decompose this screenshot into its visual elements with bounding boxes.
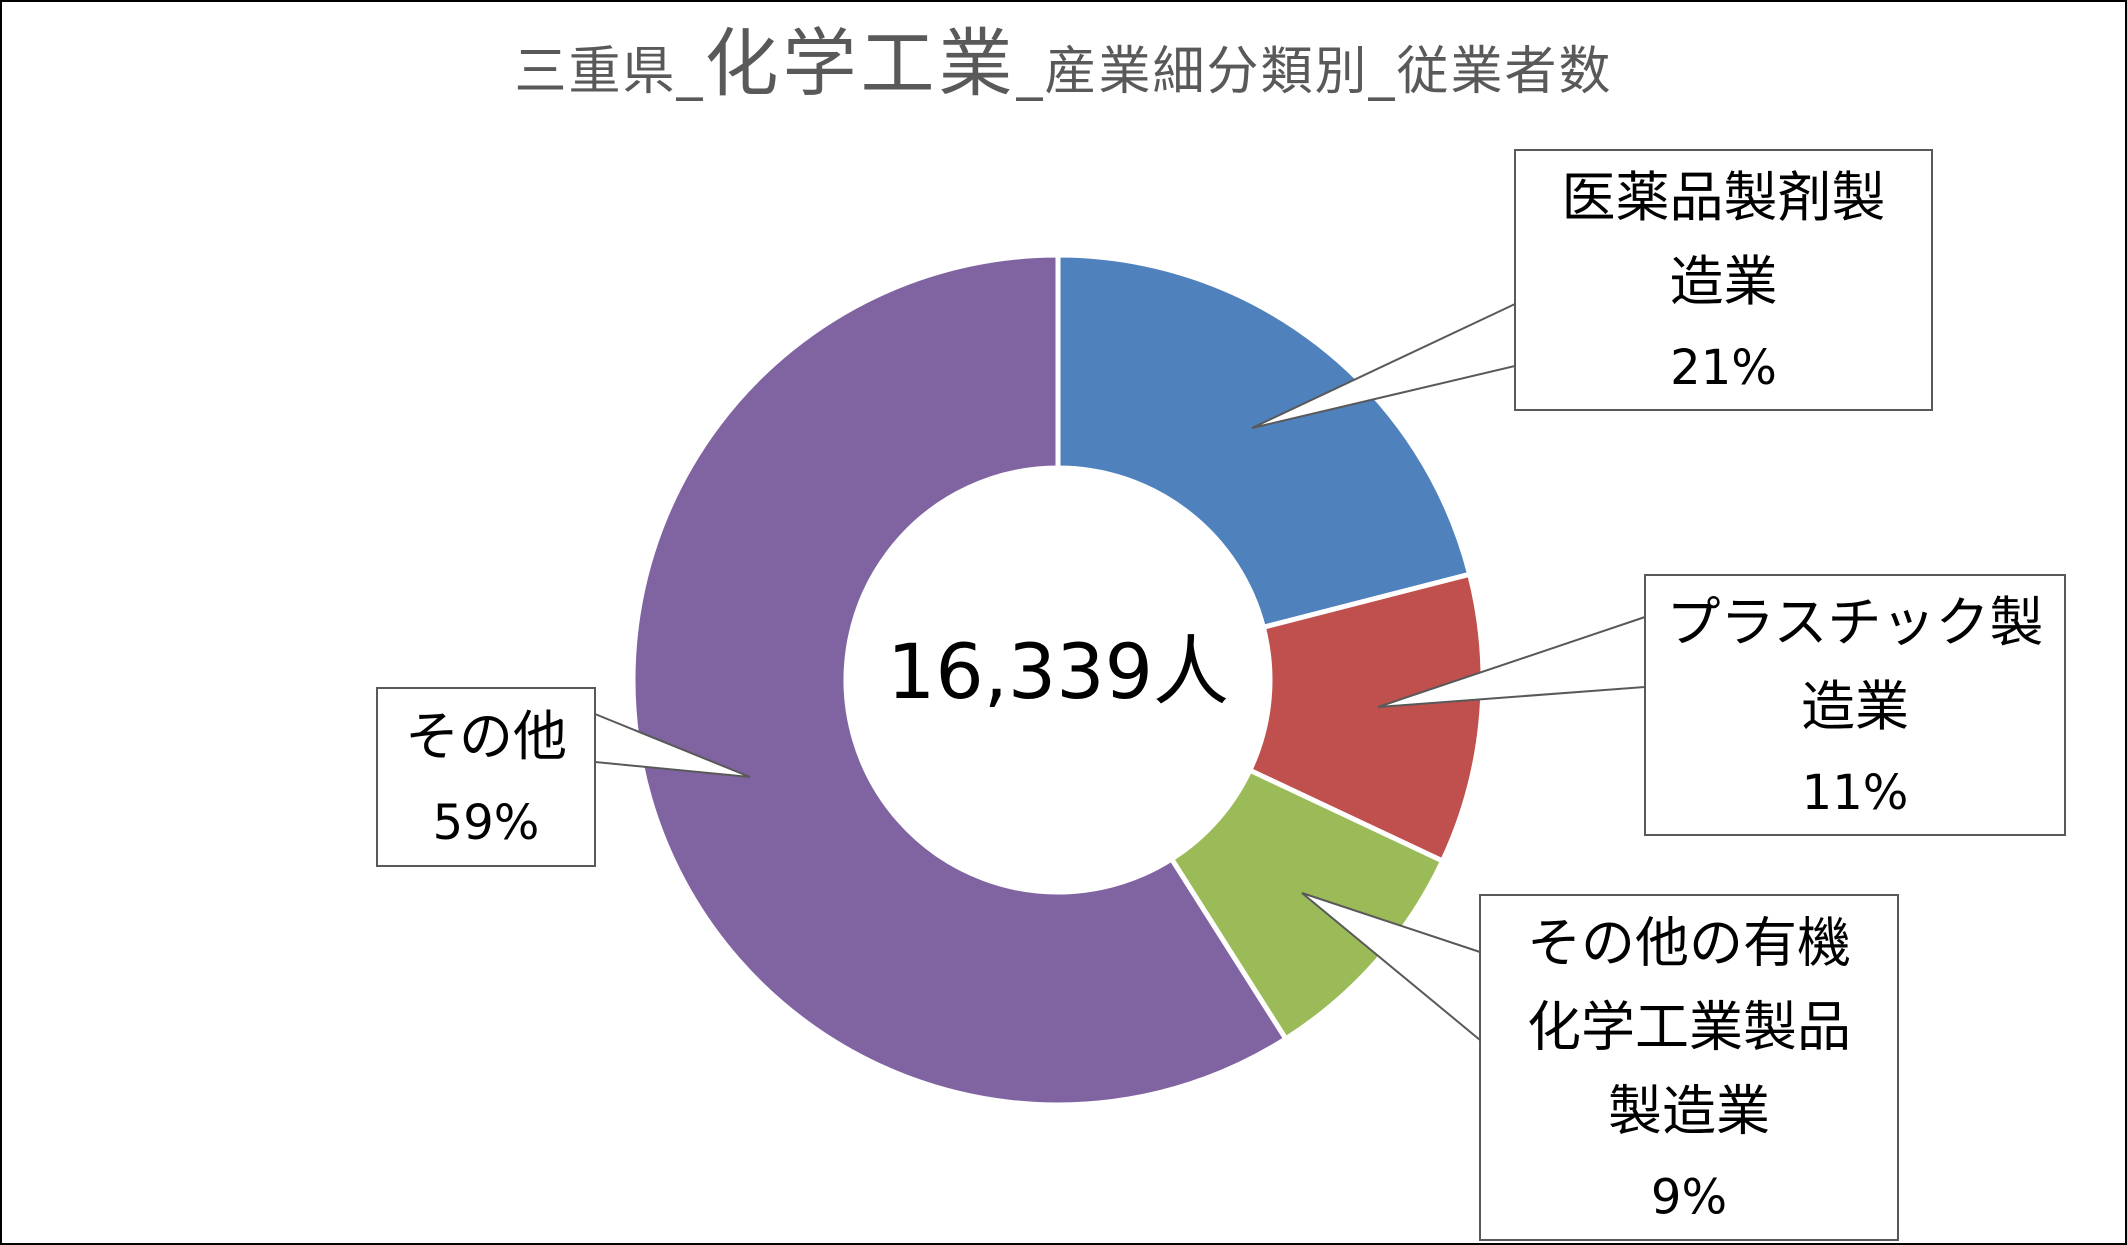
slice-percent-0: 21%	[1670, 340, 1777, 396]
slice-0	[1055, 252, 1473, 631]
leader-lines-group	[594, 302, 1646, 1043]
chart-title: 三重県_化学工業_産業細分類別_従業者数	[0, 20, 2127, 109]
slice-percent-3: 59%	[433, 795, 540, 851]
slice-label-0-line-1: 造業	[1670, 250, 1778, 313]
callout-box-1	[1644, 574, 2066, 836]
slice-label-1-line-0: プラスチック製	[1667, 591, 2044, 654]
center-total-label: 16,339人	[887, 627, 1229, 716]
slice-label-2-line-0: その他の有機	[1527, 912, 1851, 975]
callouts-group: 医薬品製剤製造業21%プラスチック製造業11%その他の有機化学工業製品製造業9%…	[376, 149, 2066, 1241]
slice-label-1-line-1: 造業	[1801, 675, 1909, 738]
slice-3	[630, 252, 1290, 1108]
slice-label-2-line-2: 製造業	[1608, 1080, 1770, 1143]
slices-group	[630, 252, 1486, 1108]
callout-box-0	[1514, 149, 1933, 411]
callout-box-3	[376, 687, 596, 867]
callout-box-2	[1479, 894, 1899, 1241]
slice-label-2-line-1: 化学工業製品	[1527, 996, 1851, 1059]
slice-1	[1246, 571, 1486, 865]
slice-percent-2: 9%	[1651, 1170, 1727, 1226]
slice-label-0-line-0: 医薬品製剤製	[1562, 166, 1886, 229]
title-part-industry: 化学工業	[704, 21, 1017, 107]
title-part-prefecture: 三重県_	[514, 42, 705, 102]
slice-percent-1: 11%	[1802, 765, 1909, 821]
title-part-subtitle: _産業細分類別_従業者数	[1016, 42, 1613, 102]
slice-label-3-line-0: その他	[405, 705, 567, 768]
